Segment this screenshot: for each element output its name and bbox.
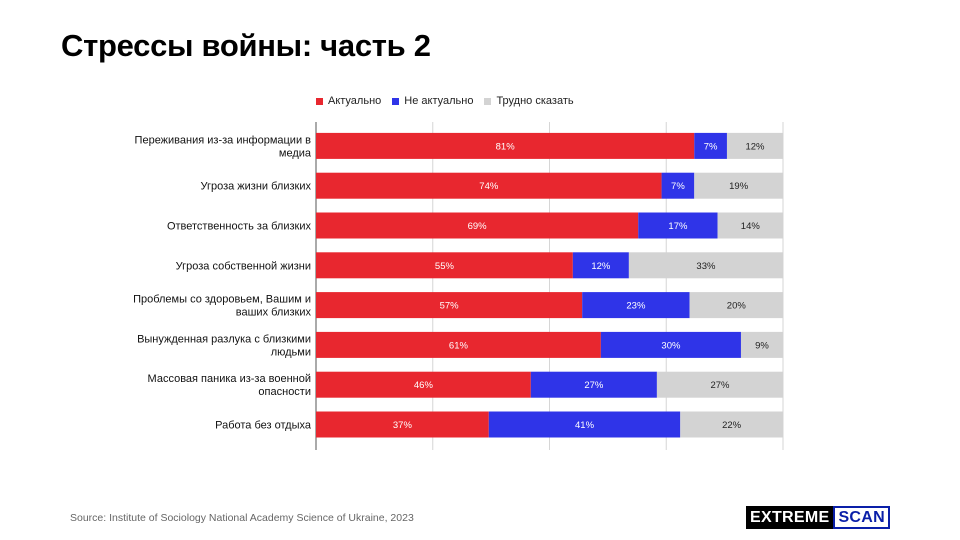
category-label: Угроза жизни близких — [200, 181, 311, 193]
category-label: Ответственность за близких — [167, 221, 312, 233]
bar-segment — [638, 212, 718, 239]
data-label: 22% — [722, 420, 742, 431]
data-label: 23% — [626, 301, 646, 312]
brand-logo: EXTREME SCAN — [746, 506, 890, 529]
bar-segment — [689, 292, 783, 319]
category-label: Массовая паника из-за военной опасности — [148, 373, 311, 398]
bar-segment — [628, 252, 783, 279]
bar-segment — [717, 212, 783, 239]
data-label: 30% — [661, 340, 681, 351]
legend-label-hard-to-say: Трудно сказать — [496, 95, 574, 107]
bar-segment — [316, 292, 583, 319]
data-label: 55% — [435, 261, 455, 272]
data-label: 74% — [479, 181, 499, 192]
bar-segment — [316, 172, 662, 199]
category-label: Проблемы со здоровьем, Вашим и ваших близ… — [133, 294, 311, 319]
category-label: Вынужденная разлука с близкими людьми — [137, 333, 311, 358]
data-label: 20% — [727, 301, 747, 312]
bar-segment — [600, 331, 741, 358]
data-label: 57% — [440, 301, 460, 312]
bar-segment — [661, 172, 695, 199]
legend-swatch-hard-to-say — [484, 97, 492, 105]
bar-segment — [694, 132, 727, 159]
legend-item-actual: Актуально — [316, 95, 381, 107]
legend-swatch-not-actual — [392, 97, 400, 105]
bar-segment — [582, 292, 690, 319]
bar-segment — [530, 371, 657, 398]
data-label: 37% — [393, 420, 413, 431]
bar-segment — [694, 172, 783, 199]
category-label: Работа без отдыха — [215, 420, 312, 432]
data-label: 19% — [729, 181, 749, 192]
page-title: Стрессы войны: часть 2 — [61, 28, 431, 63]
data-label: 33% — [696, 261, 716, 272]
data-label: 46% — [414, 380, 434, 391]
bar-segment — [316, 411, 489, 438]
data-label: 7% — [704, 141, 718, 152]
data-label: 14% — [741, 221, 761, 232]
bar-segment — [680, 411, 783, 438]
data-label: 9% — [755, 340, 769, 351]
legend-label-not-actual: Не актуально — [404, 95, 474, 107]
data-label: 27% — [710, 380, 730, 391]
data-label: 12% — [591, 261, 611, 272]
data-label: 61% — [449, 340, 469, 351]
data-label: 81% — [496, 141, 516, 152]
category-label: Угроза собственной жизни — [176, 260, 311, 272]
bar-segment — [316, 331, 601, 358]
legend-swatch-actual — [316, 97, 323, 105]
legend-item-not-actual: Не актуально — [392, 95, 473, 107]
bar-segment — [488, 411, 681, 438]
bar-segment — [726, 132, 783, 159]
legend-item-hard-to-say: Трудно сказать — [484, 95, 574, 107]
data-label: 41% — [575, 420, 595, 431]
data-label: 7% — [671, 181, 685, 192]
bar-segment — [316, 252, 573, 279]
data-label: 27% — [584, 380, 604, 391]
bar-segment — [316, 371, 531, 398]
legend-label-actual: Актуально — [328, 95, 382, 107]
category-label: Переживания из-за информации в медиа — [135, 134, 312, 159]
bar-segment — [740, 331, 783, 358]
logo-part-scan: SCAN — [833, 506, 890, 529]
data-label: 69% — [468, 221, 488, 232]
bar-segment — [316, 212, 639, 239]
data-label: 12% — [745, 141, 765, 152]
source-note: Source: Institute of Sociology National … — [70, 512, 414, 524]
bar-segment — [572, 252, 629, 279]
data-label: 17% — [668, 221, 688, 232]
logo-part-extreme: EXTREME — [746, 506, 834, 529]
bar-segment — [656, 371, 783, 398]
bar-segment — [316, 132, 695, 159]
chart-legend: Актуально Не актуально Трудно сказать — [316, 95, 585, 107]
